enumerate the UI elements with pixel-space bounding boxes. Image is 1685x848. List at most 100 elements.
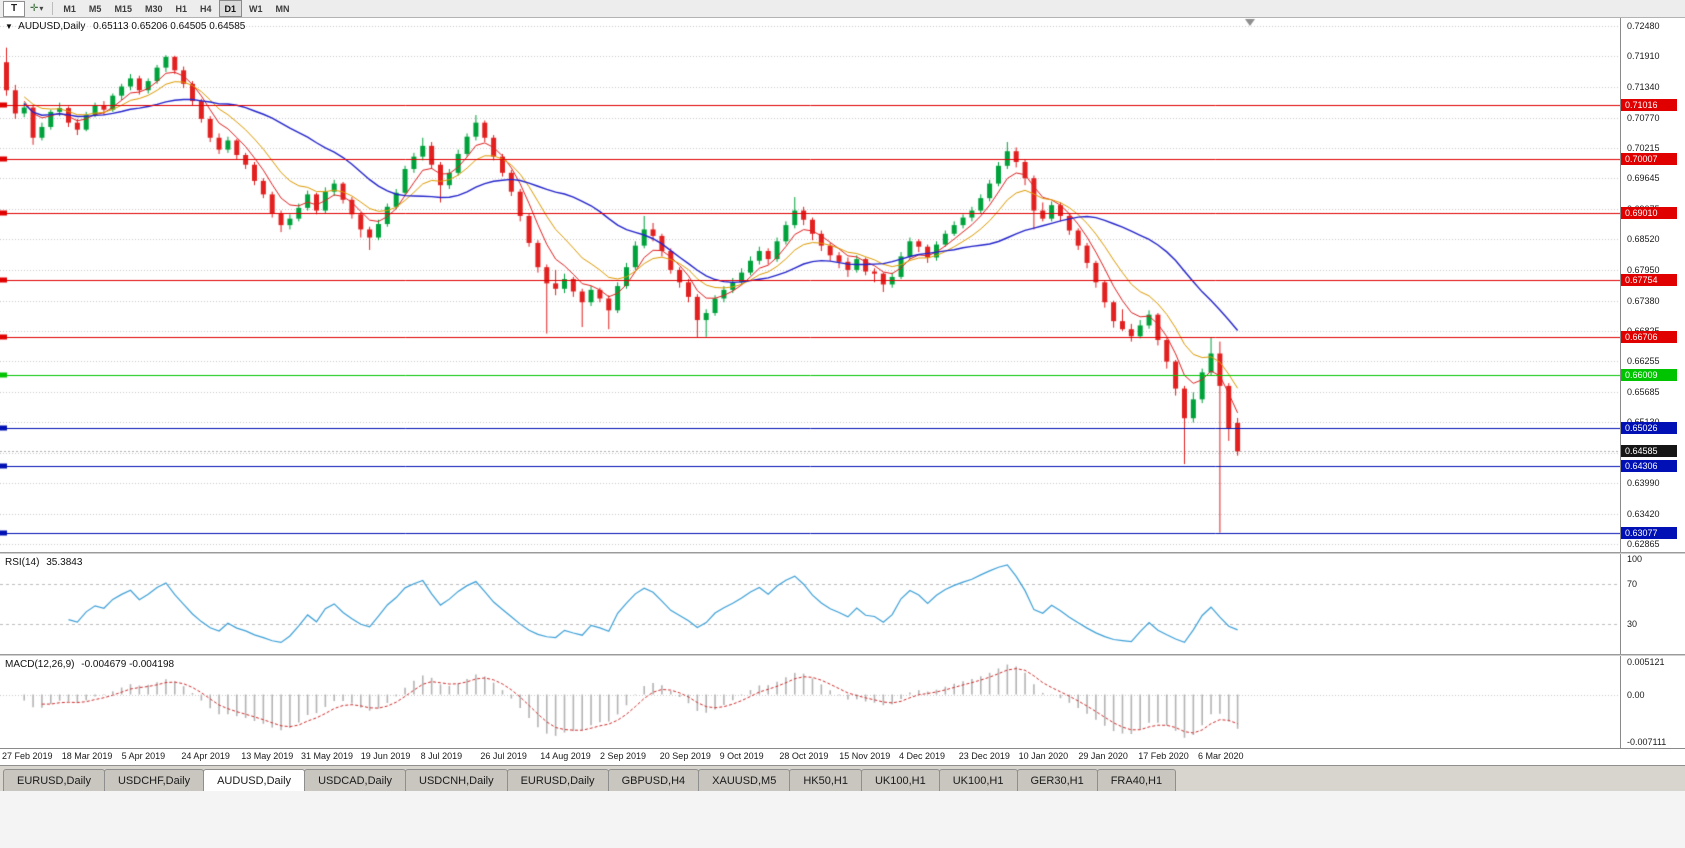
- date-tick-label: 31 May 2019: [301, 751, 354, 761]
- chart-tab-xauusd-m5[interactable]: XAUUSD,M5: [698, 769, 791, 791]
- macd-tick-label: 0.005121: [1627, 657, 1665, 667]
- timeframe-button-m5[interactable]: M5: [88, 3, 102, 14]
- date-tick-label: 4 Dec 2019: [899, 751, 946, 761]
- date-tick-label: 13 May 2019: [241, 751, 294, 761]
- macd-label: MACD(12,26,9): [5, 659, 75, 670]
- rsi-indicator-panel: RSI(14) 35.3843 100 70 30: [0, 554, 1685, 654]
- price-tick-label: 0.70770: [1627, 112, 1660, 123]
- macd-chart-canvas[interactable]: [0, 656, 1621, 748]
- date-tick-label: 24 Apr 2019: [181, 751, 230, 761]
- level-price-tag: 0.71016: [1621, 98, 1677, 111]
- timeframe-button-m1[interactable]: M1: [63, 3, 76, 14]
- date-tick-label: 23 Dec 2019: [958, 751, 1010, 761]
- timeframe-button-m30[interactable]: M30: [144, 3, 163, 14]
- timeframe-button-d1[interactable]: D1: [218, 0, 243, 17]
- price-tick-label: 0.70215: [1627, 142, 1660, 153]
- date-tick-label: 26 Jul 2019: [480, 751, 527, 761]
- rsi-tick-label: 70: [1627, 579, 1638, 589]
- price-tick-label: 0.68520: [1627, 234, 1660, 245]
- chart-tab-usdcad-daily[interactable]: USDCAD,Daily: [304, 769, 407, 791]
- level-price-tag: 0.66706: [1621, 330, 1677, 343]
- panel-divider[interactable]: [0, 552, 1685, 554]
- level-price-tag: 0.69010: [1621, 206, 1677, 219]
- level-price-tag: 0.66009: [1621, 368, 1677, 381]
- price-tick-label: 0.63420: [1627, 509, 1660, 520]
- date-tick-label: 2 Sep 2019: [600, 751, 647, 761]
- chart-legend: ▼ AUDUSD,Daily 0.65113 0.65206 0.64505 0…: [5, 21, 245, 32]
- rsi-label: RSI(14): [5, 557, 40, 568]
- candlestick-chart-canvas[interactable]: [0, 18, 1621, 552]
- timeframe-button-mn[interactable]: MN: [275, 3, 290, 14]
- templates-button[interactable]: T: [3, 0, 25, 17]
- chart-tab-eurusd-daily[interactable]: EURUSD,Daily: [3, 769, 105, 791]
- level-price-tag: 0.64306: [1621, 460, 1677, 473]
- timeframe-button-w1[interactable]: W1: [249, 3, 263, 14]
- price-tick-label: 0.71910: [1627, 51, 1660, 62]
- crosshair-tool-icon: ✛: [30, 3, 39, 14]
- rsi-tick-label: 100: [1627, 554, 1643, 564]
- rsi-chart-canvas[interactable]: [0, 554, 1621, 654]
- panel-divider[interactable]: [0, 654, 1685, 656]
- timeframe-button-m15[interactable]: M15: [114, 3, 132, 14]
- price-tick-label: 0.62865: [1627, 539, 1660, 550]
- chart-tab-uk100-h1[interactable]: UK100,H1: [860, 769, 940, 791]
- macd-tick-label: 0.00: [1627, 689, 1645, 700]
- timeframe-button-h1[interactable]: H1: [175, 3, 187, 14]
- date-tick-label: 29 Jan 2020: [1078, 751, 1128, 761]
- price-tick-label: 0.65685: [1627, 387, 1660, 398]
- drawing-tool-button[interactable]: ✛ ▾: [27, 1, 46, 17]
- price-tick-label: 0.66825: [1627, 326, 1660, 336]
- macd-values: -0.004679 -0.004198: [81, 659, 175, 670]
- price-tick-label: 0.66255: [1627, 356, 1660, 367]
- current-price-tag: 0.64585: [1621, 445, 1677, 458]
- date-tick-label: 15 Nov 2019: [839, 751, 891, 761]
- date-tick-label: 8 Jul 2019: [420, 751, 463, 761]
- price-tick-label: 0.72480: [1627, 20, 1660, 31]
- chart-tab-usdcnh-daily[interactable]: USDCNH,Daily: [405, 769, 508, 791]
- chart-tab-ger30-h1[interactable]: GER30,H1: [1016, 769, 1098, 791]
- chart-tab-uk100-h1[interactable]: UK100,H1: [938, 769, 1018, 791]
- chart-collapse-icon[interactable]: ▼: [5, 22, 13, 31]
- date-tick-label: 27 Feb 2019: [2, 751, 53, 761]
- rsi-tick-label: 30: [1627, 619, 1638, 629]
- rsi-value: 35.3843: [46, 557, 83, 568]
- date-tick-label: 6 Mar 2020: [1198, 751, 1244, 761]
- chart-tab-eurusd-daily[interactable]: EURUSD,Daily: [506, 769, 609, 791]
- chart-tab-bar: EURUSD,Daily USDCHF,Daily AUDUSD,Daily USDC…: [0, 765, 1685, 791]
- chart-tab-usdchf-daily[interactable]: USDCHF,Daily: [103, 769, 205, 791]
- price-tick-label: 0.67950: [1627, 264, 1660, 275]
- price-tick-label: 0.63990: [1627, 478, 1660, 489]
- chart-ohlc-values: 0.65113 0.65206 0.64505 0.64585: [93, 21, 246, 32]
- macd-tick-label: -0.007111: [1627, 737, 1667, 747]
- date-tick-label: 28 Oct 2019: [779, 751, 829, 761]
- level-price-tag: 0.67754: [1621, 274, 1677, 287]
- price-tick-label: 0.69645: [1627, 173, 1660, 184]
- date-axis[interactable]: 27 Feb 2019 18 Mar 2019 5 Apr 2019 24 Apr 2…: [0, 748, 1685, 765]
- chart-tab-gbpusd-h4[interactable]: GBPUSD,H4: [607, 769, 700, 791]
- chart-tab-hk50-h1[interactable]: HK50,H1: [789, 769, 862, 791]
- level-price-tag: 0.70007: [1621, 152, 1677, 165]
- date-tick-label: 5 Apr 2019: [121, 751, 166, 761]
- macd-scale[interactable]: 0.005121 0.00 -0.007111: [1620, 656, 1685, 748]
- date-tick-label: 9 Oct 2019: [719, 751, 764, 761]
- price-tick-label: 0.71340: [1627, 82, 1660, 93]
- level-price-tag: 0.65026: [1621, 421, 1677, 434]
- macd-legend: MACD(12,26,9) -0.004679 -0.004198: [5, 659, 174, 670]
- toolbar-separator: [52, 2, 54, 15]
- chart-tab-audusd-daily[interactable]: AUDUSD,Daily: [203, 769, 306, 791]
- timeframe-button-group: M1 M5 M15 M30 H1 H4 D1 W1 MN: [57, 0, 296, 17]
- timeframe-button-h4[interactable]: H4: [199, 3, 212, 14]
- chart-tab-fra40-h1[interactable]: FRA40,H1: [1096, 769, 1177, 791]
- date-tick-label: 14 Aug 2019: [540, 751, 591, 761]
- macd-indicator-panel: MACD(12,26,9) -0.004679 -0.004198 0.0051…: [0, 656, 1685, 748]
- date-tick-label: 20 Sep 2019: [659, 751, 711, 761]
- price-scale[interactable]: 0.72480 0.71910 0.71340 0.70770 0.70215 0.696…: [1620, 18, 1685, 552]
- chart-symbol-label: AUDUSD,Daily: [18, 21, 86, 32]
- price-tick-label: 0.67380: [1627, 295, 1660, 306]
- chevron-down-icon: ▾: [39, 4, 44, 13]
- rsi-scale[interactable]: 100 70 30: [1620, 554, 1685, 654]
- level-price-tag: 0.63077: [1621, 526, 1677, 539]
- status-bar: [0, 791, 1685, 848]
- date-tick-label: 18 Mar 2019: [61, 751, 113, 761]
- main-chart-panel: ▼ AUDUSD,Daily 0.65113 0.65206 0.64505 0…: [0, 18, 1685, 552]
